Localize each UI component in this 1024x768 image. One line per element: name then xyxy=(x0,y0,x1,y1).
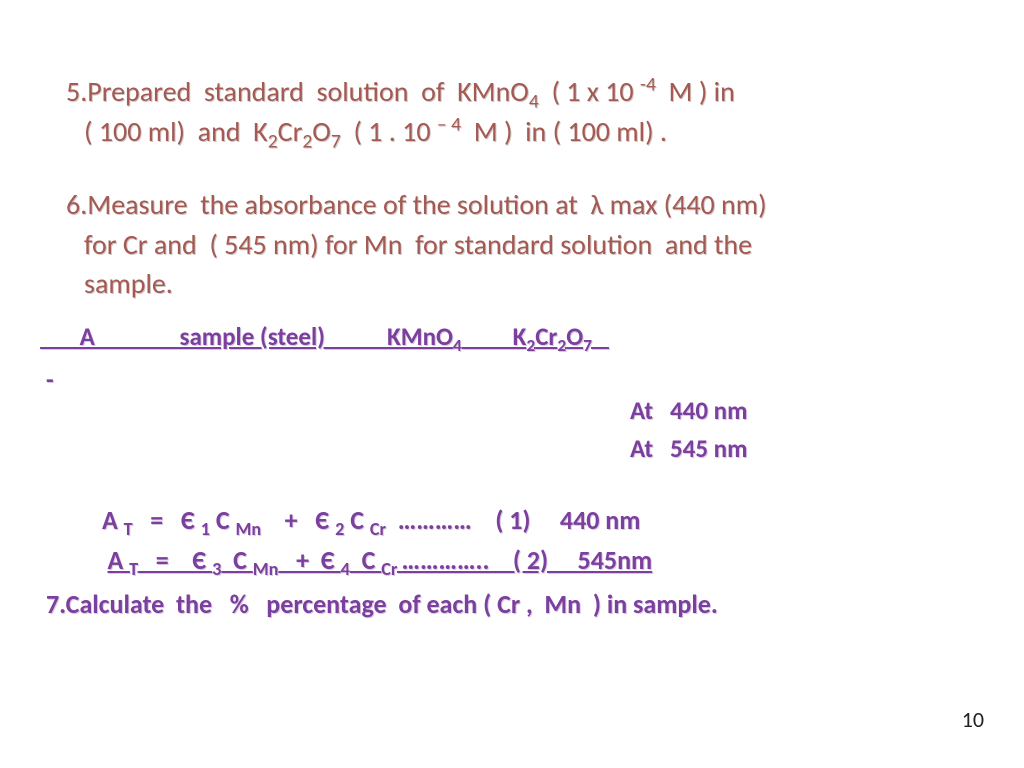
sub: Mn xyxy=(253,558,279,580)
text: A xyxy=(108,544,130,576)
text: = Є xyxy=(138,544,212,576)
table-row-440: At 440 nm xyxy=(40,395,984,426)
text xyxy=(84,544,108,576)
text: ………….. ( 2) 545nm xyxy=(402,544,653,576)
text: ………… ( 1) 440 nm xyxy=(386,504,640,536)
table-row-545: At 545 nm xyxy=(40,433,984,464)
text: K xyxy=(462,321,527,352)
step6-line1: 6.Measure the absorbance of the solution… xyxy=(40,188,984,222)
sub: 2 xyxy=(268,129,278,153)
sub: 2 xyxy=(335,518,344,540)
text: A sample (steel) KMnO xyxy=(40,321,453,352)
sub: 4 xyxy=(341,558,350,580)
text: ( 1 x 10 xyxy=(539,74,640,109)
sub: 2 xyxy=(557,334,566,356)
sub: 7 xyxy=(331,129,341,153)
text: ( 1 . 10 xyxy=(341,114,437,149)
sub: T xyxy=(124,518,133,540)
equation-1: A T = Є 1 C Mn + Є 2 C Cr ………… ( 1) 440 … xyxy=(40,504,984,538)
text: O xyxy=(312,114,331,149)
step5-line1: 5.Prepared standard solution of KMnO4 ( … xyxy=(40,75,984,109)
text: A xyxy=(102,504,124,536)
text: 5.Prepared standard solution of KMnO xyxy=(66,74,529,109)
page-number: 10 xyxy=(962,706,984,733)
sub: T xyxy=(129,558,138,580)
step5-line2: ( 100 ml) and K2Cr2O7 ( 1 . 10 – 4 M ) i… xyxy=(40,115,984,149)
text: C xyxy=(344,504,370,536)
sub: Cr xyxy=(370,518,386,540)
sub: 4 xyxy=(453,334,462,356)
step6-line3: sample. xyxy=(40,267,984,301)
text: = Є xyxy=(133,504,201,536)
sub: 1 xyxy=(201,518,210,540)
step6-line2: for Cr and ( 545 nm) for Mn for standard… xyxy=(40,228,984,262)
text xyxy=(592,321,609,352)
equation-2: A T = Є 3 C Mn + Є 4 C Cr ………….. ( 2) 54… xyxy=(40,544,984,578)
text: + Є xyxy=(261,504,335,536)
sub: Cr xyxy=(381,558,401,580)
text: Cr xyxy=(535,321,557,352)
sub: 7 xyxy=(583,334,592,356)
text: M ) in xyxy=(656,74,735,109)
step7: 7.Calculate the % percentage of each ( C… xyxy=(40,588,984,622)
sup: – 4 xyxy=(437,112,461,136)
text: ( 100 ml) and K xyxy=(84,114,268,149)
table-header: A sample (steel) KMnO4 K2Cr2O7 xyxy=(40,321,984,352)
text: C xyxy=(221,544,252,576)
text: M ) in ( 100 ml) . xyxy=(461,114,667,149)
text: C xyxy=(210,504,236,536)
sub: 2 xyxy=(526,334,535,356)
sub: 4 xyxy=(529,90,539,114)
sub: Mn xyxy=(236,518,262,540)
text: Cr xyxy=(278,114,303,149)
sup: -4 xyxy=(640,73,656,97)
table-dash: - xyxy=(40,364,984,395)
text: C xyxy=(350,544,381,576)
sub: 3 xyxy=(212,558,221,580)
text: O xyxy=(566,321,583,352)
text: + Є xyxy=(278,544,340,576)
sub: 2 xyxy=(302,129,312,153)
